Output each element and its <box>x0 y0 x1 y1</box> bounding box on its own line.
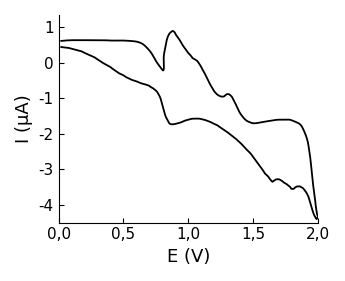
X-axis label: E (V): E (V) <box>167 248 210 266</box>
Y-axis label: I (μA): I (μA) <box>15 94 33 143</box>
